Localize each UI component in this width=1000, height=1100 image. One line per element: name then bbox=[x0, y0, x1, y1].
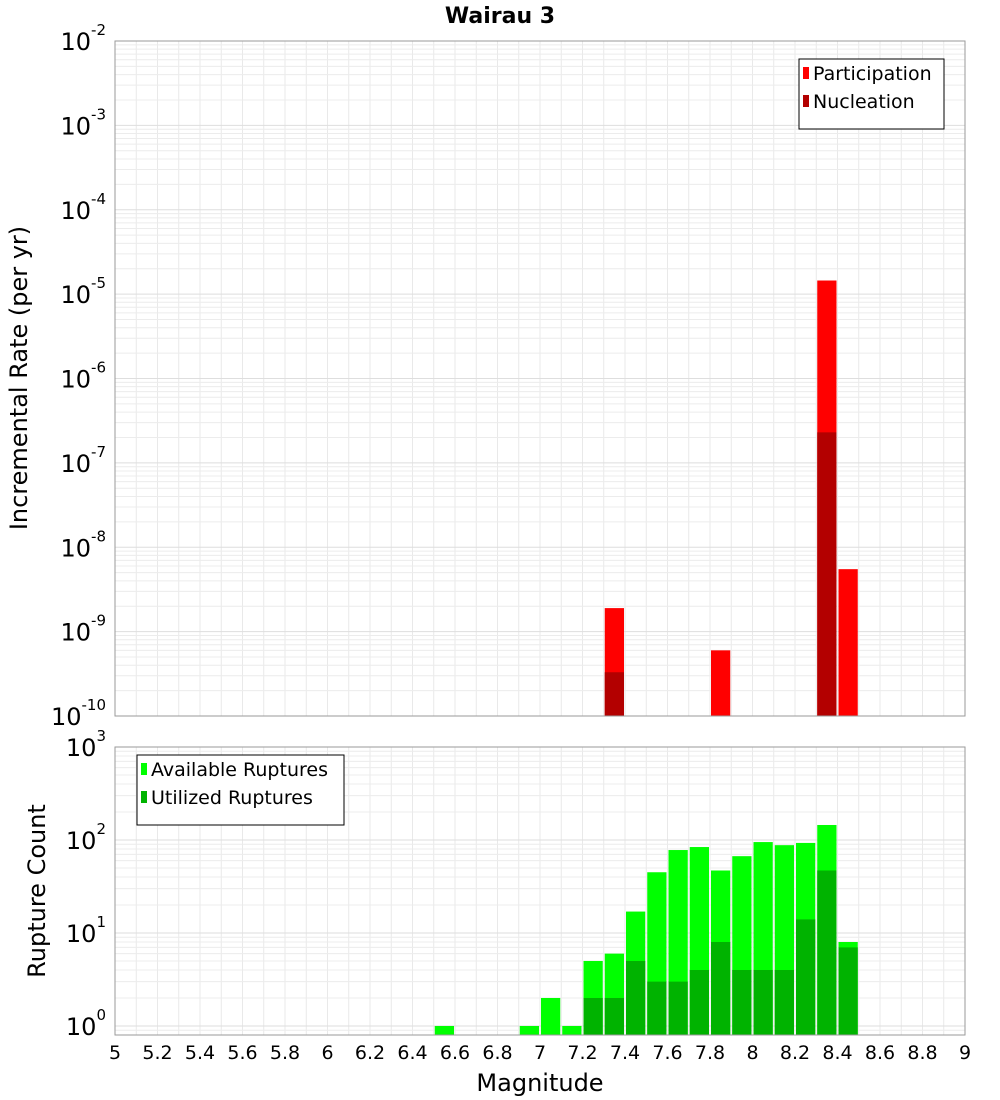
rate-bar-participation bbox=[838, 569, 858, 716]
y-tick-label: 10-3 bbox=[60, 105, 106, 140]
x-tick-label: 6.4 bbox=[397, 1042, 427, 1064]
rate-y-ticks: 10-2 10-3 10-4 10-5 10-6 10-7 10-8 10-9 10-10 bbox=[51, 21, 106, 731]
count-y-ticks: 103 102 101 100 bbox=[66, 727, 106, 1041]
x-tick-label: 5.6 bbox=[227, 1042, 257, 1064]
legend-swatch bbox=[141, 763, 147, 775]
legend-swatch bbox=[803, 67, 809, 79]
rate-legend-box bbox=[798, 58, 945, 130]
x-tick-label: 6.2 bbox=[355, 1042, 385, 1064]
y-tick-label: 10-7 bbox=[60, 443, 106, 478]
x-axis-label: Magnitude bbox=[476, 1069, 603, 1097]
count-bar-utilized-ruptures bbox=[626, 960, 646, 1035]
count-legend: Available Ruptures Utilized Ruptures bbox=[136, 754, 345, 826]
x-tick-label: 8.8 bbox=[907, 1042, 937, 1064]
count-bar-utilized-ruptures bbox=[796, 919, 816, 1035]
rate-bar-nucleation bbox=[604, 672, 624, 716]
count-bar-utilized-ruptures bbox=[774, 969, 794, 1035]
legend-swatch bbox=[141, 791, 147, 803]
count-bar-utilized-ruptures bbox=[817, 870, 837, 1035]
y-tick-label: 10-4 bbox=[60, 190, 106, 225]
y-tick-label: 10-5 bbox=[60, 274, 106, 309]
legend-label: Nucleation bbox=[813, 91, 915, 113]
count-bar-utilized-ruptures bbox=[583, 997, 603, 1035]
x-tick-label: 5.4 bbox=[185, 1042, 215, 1064]
count-y-axis-label: Rupture Count bbox=[23, 804, 51, 978]
rate-bar-nucleation bbox=[817, 432, 837, 716]
rate-gridlines bbox=[114, 40, 966, 717]
x-tick-label: 7.6 bbox=[652, 1042, 682, 1064]
legend-swatch bbox=[803, 95, 809, 107]
x-tick-label: 7.4 bbox=[610, 1042, 640, 1064]
y-tick-label: 10-9 bbox=[60, 612, 106, 647]
rate-legend: Participation Nucleation bbox=[798, 58, 945, 130]
y-tick-label: 101 bbox=[66, 913, 106, 948]
y-tick-label: 10-6 bbox=[60, 359, 106, 394]
x-tick-label: 6 bbox=[321, 1042, 333, 1064]
count-bar-utilized-ruptures bbox=[689, 969, 709, 1035]
y-tick-label: 100 bbox=[66, 1006, 106, 1041]
y-tick-label: 10-8 bbox=[60, 527, 106, 562]
legend-label: Participation bbox=[813, 63, 932, 85]
count-bar-available-ruptures bbox=[562, 1025, 582, 1035]
x-tick-label: 8.6 bbox=[865, 1042, 895, 1064]
count-panel: 103 102 101 100 Rupture Count Available Rup… bbox=[23, 727, 966, 1041]
x-tick-label: 5 bbox=[109, 1042, 121, 1064]
x-tick-label: 9 bbox=[959, 1042, 971, 1064]
count-bar-utilized-ruptures bbox=[604, 997, 624, 1035]
count-bar-utilized-ruptures bbox=[838, 947, 858, 1035]
count-bar-utilized-ruptures bbox=[732, 969, 752, 1035]
rate-bar-participation bbox=[711, 650, 731, 716]
x-tick-label: 5.8 bbox=[270, 1042, 300, 1064]
count-plot-border bbox=[114, 746, 966, 1036]
y-tick-label: 10-2 bbox=[60, 21, 106, 56]
count-bar-available-ruptures bbox=[519, 1025, 539, 1035]
chart-title: Wairau 3 bbox=[445, 4, 555, 29]
x-tick-label: 7.2 bbox=[567, 1042, 597, 1064]
rate-bars bbox=[604, 280, 858, 716]
count-bar-utilized-ruptures bbox=[711, 942, 731, 1035]
rate-plot-border bbox=[114, 40, 966, 717]
x-tick-label: 8.4 bbox=[822, 1042, 852, 1064]
x-tick-label: 7 bbox=[534, 1042, 546, 1064]
count-bar-utilized-ruptures bbox=[753, 969, 773, 1035]
x-tick-label: 5.2 bbox=[142, 1042, 172, 1064]
count-legend-box bbox=[136, 754, 345, 826]
x-tick-label: 8 bbox=[746, 1042, 758, 1064]
x-tick-label: 8.2 bbox=[780, 1042, 810, 1064]
x-tick-label: 6.8 bbox=[482, 1042, 512, 1064]
x-tick-labels: 5 5.2 5.4 5.6 5.8 6 6.2 6.4 6.6 6.8 7 7.2 7.4 7.6 7.8 8… bbox=[109, 1042, 971, 1064]
count-bars bbox=[434, 824, 858, 1035]
count-bar-utilized-ruptures bbox=[647, 981, 667, 1035]
y-tick-label: 102 bbox=[66, 820, 106, 855]
rate-y-axis-label: Incremental Rate (per yr) bbox=[5, 226, 33, 530]
x-tick-label: 6.6 bbox=[440, 1042, 470, 1064]
count-bar-available-ruptures bbox=[434, 1025, 454, 1035]
count-bar-utilized-ruptures bbox=[668, 981, 688, 1035]
count-bar-available-ruptures bbox=[541, 997, 561, 1035]
y-tick-label: 103 bbox=[66, 727, 106, 762]
x-tick-label: 7.8 bbox=[695, 1042, 725, 1064]
y-tick-label: 10-10 bbox=[51, 696, 106, 731]
rate-panel: 10-2 10-3 10-4 10-5 10-6 10-7 10-8 10-9 10-10 In… bbox=[5, 21, 966, 731]
legend-label: Utilized Ruptures bbox=[151, 787, 313, 809]
legend-label: Available Ruptures bbox=[151, 759, 328, 781]
